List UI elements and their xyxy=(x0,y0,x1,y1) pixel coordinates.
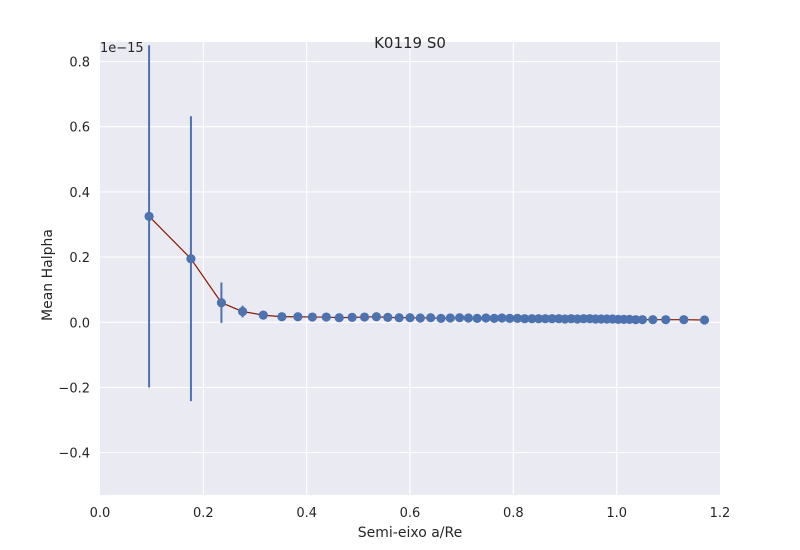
x-tick-label: 0.8 xyxy=(503,506,524,521)
data-point xyxy=(481,313,491,323)
data-point xyxy=(497,313,507,323)
data-point xyxy=(505,313,515,323)
data-point xyxy=(383,312,393,322)
y-tick-label: 0.6 xyxy=(69,121,90,136)
data-point xyxy=(307,312,317,322)
data-point xyxy=(547,314,557,324)
y-tick-label: 0.8 xyxy=(69,56,90,71)
data-point xyxy=(520,314,530,324)
grid-layer xyxy=(100,42,720,495)
chart-title: K0119 S0 xyxy=(374,34,446,52)
data-point xyxy=(455,313,465,323)
data-point xyxy=(426,313,436,323)
x-tick-label: 0.6 xyxy=(400,506,421,521)
data-point xyxy=(436,313,446,323)
data-point xyxy=(277,312,287,322)
data-point xyxy=(334,313,344,323)
x-tick-label: 1.2 xyxy=(710,506,731,521)
x-tick-label: 0.0 xyxy=(90,506,111,521)
data-point xyxy=(631,315,641,325)
tick-label-layer: 0.0 0.2 0.4 0.6 0.8 1.0 1.2 −0.4 −0.2 0.0 0.2 0.4 0.… xyxy=(58,56,730,521)
marker-layer xyxy=(144,211,710,325)
data-point xyxy=(445,313,455,323)
y-axis-label: Mean Halpha xyxy=(40,229,56,321)
data-point xyxy=(405,313,415,323)
data-point xyxy=(258,310,268,320)
y-tick-label: 0.4 xyxy=(69,186,90,201)
data-point xyxy=(415,313,425,323)
data-point xyxy=(679,315,689,325)
data-point xyxy=(472,313,482,323)
data-point xyxy=(637,315,648,325)
data-point xyxy=(534,314,544,324)
data-point xyxy=(540,314,550,324)
x-tick-label: 0.4 xyxy=(296,506,317,521)
data-point xyxy=(512,313,523,323)
y-tick-label: −0.2 xyxy=(58,381,90,396)
data-point xyxy=(216,298,227,308)
data-point xyxy=(394,313,404,323)
data-point xyxy=(186,254,196,264)
data-point xyxy=(463,313,473,323)
data-point xyxy=(347,312,357,322)
data-point xyxy=(527,314,537,324)
data-point xyxy=(293,312,303,322)
x-tick-label: 0.2 xyxy=(193,506,214,521)
x-axis-label: Semi-eixo a/Re xyxy=(358,525,462,541)
data-point xyxy=(648,315,658,325)
x-tick-label: 1.0 xyxy=(606,506,627,521)
data-point xyxy=(489,313,499,323)
data-point xyxy=(359,312,370,322)
y-tick-label: 0.0 xyxy=(69,316,90,331)
data-point xyxy=(371,312,382,322)
data-point xyxy=(238,306,248,317)
data-point xyxy=(661,315,671,325)
data-point xyxy=(321,312,331,322)
y-tick-label: 0.2 xyxy=(69,251,90,266)
y-offset-text: 1e−15 xyxy=(100,41,144,56)
y-tick-label: −0.4 xyxy=(58,447,90,462)
data-point xyxy=(699,315,710,325)
data-point xyxy=(144,211,154,221)
